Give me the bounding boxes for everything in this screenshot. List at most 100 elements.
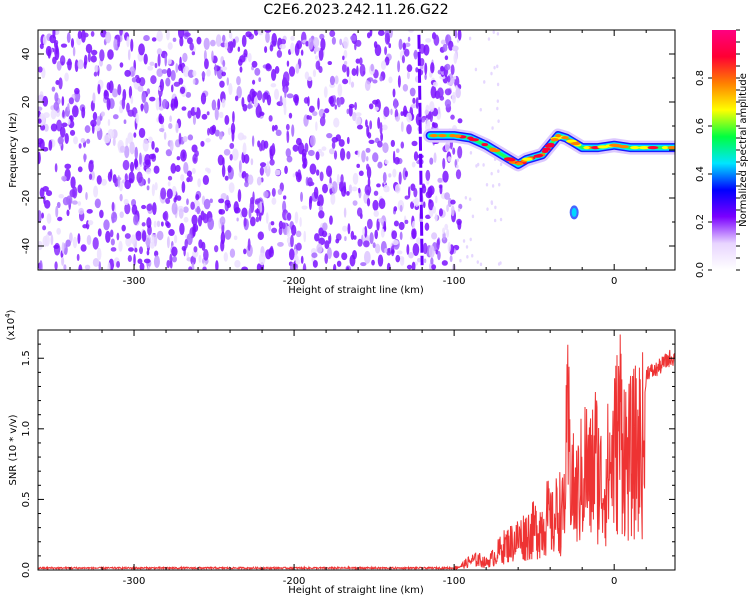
noise-blob — [457, 146, 463, 159]
faint-blob — [491, 126, 494, 130]
noise-blob — [321, 146, 327, 151]
noise-blob — [425, 38, 432, 43]
x-tick-label: -200 — [283, 576, 306, 587]
noise-blob — [444, 63, 451, 71]
noise-blob — [231, 129, 235, 142]
noise-blob — [229, 142, 235, 150]
noise-blob — [450, 114, 455, 120]
noise-blob — [308, 105, 315, 113]
noise-blob — [359, 63, 366, 77]
noise-blob — [62, 109, 65, 118]
noise-blob — [92, 237, 99, 250]
y-tick-label: -40 — [21, 238, 32, 254]
noise-blob — [404, 195, 410, 200]
noise-blob — [277, 241, 284, 247]
noise-blob — [227, 127, 231, 136]
noise-blob — [241, 135, 247, 140]
noise-blob — [159, 78, 164, 92]
noise-blob — [295, 259, 301, 265]
noise-blob — [329, 148, 335, 155]
track-hotspot — [533, 154, 543, 158]
noise-blob — [372, 152, 379, 163]
noise-blob — [143, 35, 150, 42]
noise-blob — [402, 84, 409, 92]
noise-blob — [241, 34, 247, 48]
noise-blob — [87, 220, 94, 226]
noise-blob — [263, 140, 269, 149]
noise-blob — [317, 97, 320, 110]
noise-blob — [412, 97, 416, 104]
noise-blob — [447, 75, 451, 83]
noise-blob — [357, 149, 361, 158]
noise-blob — [223, 252, 228, 262]
noise-blob — [129, 141, 135, 155]
noise-blob — [430, 85, 437, 99]
noise-blob — [99, 49, 105, 62]
noise-blob — [444, 141, 450, 152]
noise-blob — [265, 63, 271, 70]
noise-blob — [322, 183, 329, 194]
noise-blob — [333, 117, 340, 128]
noise-blob — [346, 108, 350, 115]
noise-blob — [38, 240, 43, 251]
noise-blob — [74, 87, 80, 95]
noise-blob — [146, 237, 151, 249]
noise-blob — [135, 77, 141, 84]
noise-blob — [103, 90, 109, 100]
noise-blob — [77, 201, 82, 206]
noise-blob — [226, 41, 234, 54]
y-tick-label: 0.0 — [21, 562, 32, 578]
noise-blob — [372, 199, 379, 211]
noise-blob — [330, 193, 336, 205]
noise-blob — [157, 53, 161, 67]
noise-blob — [329, 215, 333, 225]
faint-blob — [476, 260, 479, 264]
noise-blob — [293, 93, 299, 104]
faint-blob — [490, 171, 493, 176]
noise-blob — [72, 236, 78, 249]
noise-blob — [279, 38, 287, 45]
noise-blob — [215, 260, 219, 270]
noise-blob — [290, 234, 294, 248]
noise-blob — [210, 39, 216, 47]
noise-blob — [274, 169, 281, 176]
noise-blob — [42, 186, 49, 192]
noise-blob — [112, 88, 118, 98]
noise-blob — [172, 37, 177, 42]
noise-blob — [449, 255, 453, 263]
noise-blob — [390, 108, 393, 116]
noise-blob — [107, 49, 114, 60]
noise-blob — [274, 66, 280, 74]
track-hotspot — [515, 161, 524, 166]
noise-blob — [286, 212, 292, 221]
noise-blob — [77, 233, 81, 245]
noise-blob — [442, 43, 448, 52]
noise-blob — [392, 168, 397, 178]
noise-blob — [131, 77, 137, 83]
noise-blob — [189, 42, 194, 51]
noise-blob — [360, 262, 367, 267]
noise-blob — [133, 253, 136, 266]
noise-blob — [168, 122, 173, 130]
noise-blob — [271, 125, 275, 132]
noise-blob — [373, 210, 379, 218]
noise-blob — [299, 217, 302, 227]
noise-blob — [53, 101, 60, 111]
snr-y-scale: (x104) — [4, 309, 17, 340]
noise-blob — [243, 248, 247, 255]
noise-blob — [219, 80, 225, 88]
noise-blob — [92, 111, 98, 121]
noise-blob — [342, 78, 349, 85]
noise-blob — [110, 247, 117, 252]
noise-blob — [71, 200, 78, 205]
noise-blob — [188, 175, 193, 182]
noise-blob — [43, 112, 50, 119]
noise-blob — [214, 129, 220, 137]
noise-blob — [83, 32, 89, 38]
noise-blob — [446, 228, 450, 238]
noise-blob — [351, 68, 357, 76]
noise-blob — [395, 254, 401, 263]
track-hotspot — [489, 147, 497, 151]
noise-blob — [442, 231, 446, 241]
noise-blob — [379, 121, 383, 135]
